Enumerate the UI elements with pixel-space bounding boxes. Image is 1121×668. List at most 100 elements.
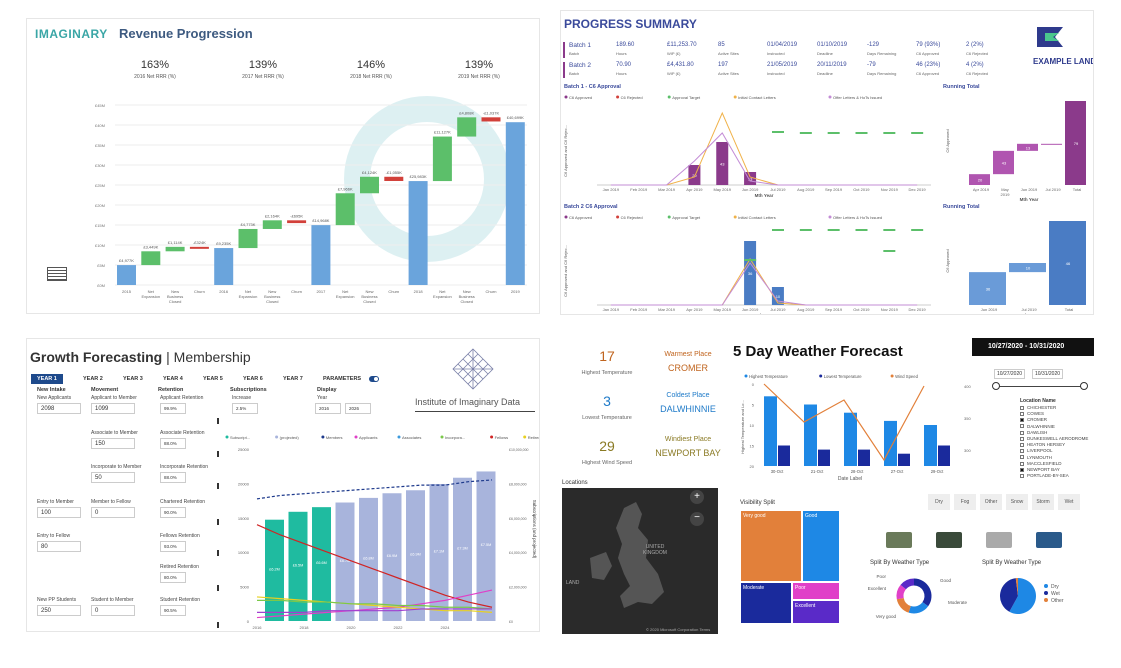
filter-wet[interactable]: Wet — [1058, 494, 1080, 510]
location-item[interactable]: LYNMOUTH — [1020, 455, 1094, 461]
location-checkbox[interactable] — [1020, 461, 1024, 466]
location-item[interactable]: CROMER — [1020, 417, 1094, 423]
legend-label: Initial Contact Letters — [738, 215, 776, 220]
retention-field[interactable]: 88.0% — [160, 472, 186, 483]
assoc-member-field[interactable]: 150 — [91, 438, 135, 449]
filter-dry[interactable]: Dry — [928, 494, 950, 510]
filter-fog[interactable]: Fog — [954, 494, 976, 510]
slider-handle[interactable] — [217, 418, 219, 424]
y-tick-label: £35M — [95, 143, 105, 148]
filter-other[interactable]: Other — [980, 494, 1002, 510]
year-tab-7[interactable]: YEAR 7 — [283, 376, 303, 382]
date-slider-handle-left[interactable] — [992, 382, 1000, 390]
trend-line — [256, 479, 493, 500]
retention-field[interactable]: 80.0% — [160, 572, 186, 583]
app-member-field[interactable]: 1099 — [91, 403, 135, 414]
location-item[interactable]: NEWPORT BAY — [1020, 467, 1094, 473]
date-slider-handle-right[interactable] — [1080, 382, 1088, 390]
wind-line — [763, 383, 925, 462]
member-fellow-field[interactable]: 0 — [91, 507, 135, 518]
bar-value-label: -£324K — [193, 240, 206, 245]
retention-label: Chartered Retention — [160, 499, 206, 505]
table-icon[interactable] — [47, 267, 67, 281]
location-item[interactable]: PORTLADE-BY-SEA — [1020, 473, 1094, 479]
y-tick-label: £25M — [95, 183, 105, 188]
location-checkbox[interactable] — [1020, 455, 1024, 460]
entry-fellow-field[interactable]: 80 — [37, 541, 81, 552]
running-total-bar — [1049, 221, 1086, 305]
location-checkbox[interactable] — [1020, 436, 1024, 441]
location-list: CHICHESTER COWES CROMER DALWHINNIE DAWLISH DU… — [1020, 405, 1094, 479]
retention-field[interactable]: 88.0% — [160, 438, 186, 449]
retention-field[interactable]: 93.0% — [160, 541, 186, 552]
parameters-toggle[interactable] — [369, 376, 379, 382]
filter-snow[interactable]: Snow — [1006, 494, 1028, 510]
retention-field[interactable]: 90.5% — [160, 605, 186, 616]
location-checkbox[interactable] — [1020, 412, 1024, 416]
zoom-out-button[interactable]: − — [690, 512, 704, 526]
kpi-label: 2017 Net RRR (%) — [242, 74, 284, 80]
year-tab-6[interactable]: YEAR 6 — [243, 376, 263, 382]
y-axis-title: C6 Approved and C6 Rejec... — [563, 125, 568, 177]
slider-handle[interactable] — [217, 550, 219, 556]
retention-field[interactable]: 99.9% — [160, 403, 186, 414]
location-item[interactable]: MACCLESFIELD — [1020, 461, 1094, 467]
location-checkbox[interactable] — [1020, 424, 1024, 429]
date-to[interactable]: 10/31/2020 — [1032, 369, 1064, 379]
location-checkbox[interactable] — [1020, 430, 1024, 435]
location-item[interactable]: COWES — [1020, 411, 1094, 417]
batch-instr-label: Instructed — [767, 51, 785, 56]
bar-value-label: £1,114K — [168, 240, 183, 245]
batch-hours-label: Hours — [616, 71, 627, 76]
location-item[interactable]: DAWLISH — [1020, 430, 1094, 436]
year-from-field[interactable]: 2016 — [315, 403, 341, 414]
location-item[interactable]: HEATON HERSEY — [1020, 442, 1094, 448]
retention-field[interactable]: 90.0% — [160, 507, 186, 518]
x-tick-label: 2016 — [253, 625, 263, 630]
y-tick-label: 15 — [750, 444, 755, 449]
legend-marker — [667, 95, 671, 99]
year-tab-5[interactable]: YEAR 5 — [203, 376, 223, 382]
student-member-field[interactable]: 0 — [91, 605, 135, 616]
legend-label: C6 Rejected — [621, 95, 643, 100]
date-from[interactable]: 10/27/2020 — [994, 369, 1026, 379]
location-checkbox[interactable] — [1020, 473, 1024, 478]
bar-value-label: £6.6M — [316, 561, 327, 565]
location-item[interactable]: DUNKESWELL AERODROME — [1020, 436, 1094, 442]
location-checkbox[interactable] — [1020, 405, 1024, 410]
entry-member-field[interactable]: 100 — [37, 507, 81, 518]
year-tab-1[interactable]: YEAR 1 — [31, 374, 63, 384]
year-tab-2[interactable]: YEAR 2 — [83, 376, 103, 382]
running-total-x-label: Jun 2019 — [981, 307, 998, 312]
location-item[interactable]: DALWHINNIE — [1020, 424, 1094, 430]
location-checkbox[interactable] — [1020, 467, 1024, 472]
location-item[interactable]: LIVERPOOL — [1020, 448, 1094, 454]
date-slider[interactable] — [996, 386, 1084, 387]
pie-slice — [1009, 578, 1036, 614]
slider-handle[interactable] — [217, 519, 219, 525]
new-applicants-field[interactable]: 2098 — [37, 403, 81, 414]
slider-handle[interactable] — [217, 483, 219, 489]
field-label: Entry to Member — [37, 499, 74, 505]
increase-field[interactable]: 2.5% — [232, 403, 258, 414]
filter-storm[interactable]: Storm — [1032, 494, 1054, 510]
year-tab-4[interactable]: YEAR 4 — [163, 376, 183, 382]
year-tab-3[interactable]: YEAR 3 — [123, 376, 143, 382]
x-tick-label: 2018 — [300, 625, 310, 630]
location-checkbox[interactable] — [1020, 449, 1024, 454]
year-tab-8[interactable]: PARAMETERS — [323, 376, 362, 382]
zoom-in-button[interactable]: + — [690, 490, 704, 504]
location-checkbox[interactable] — [1020, 442, 1024, 447]
legend-marker — [616, 215, 620, 219]
slider-handle[interactable] — [217, 622, 219, 628]
locations-map[interactable]: UNITED KINGDOM LAND + − © 2020 Microsoft… — [562, 488, 718, 634]
location-item[interactable]: CHICHESTER — [1020, 405, 1094, 411]
highest-temp-bar — [804, 404, 817, 466]
new-pp-field[interactable]: 250 — [37, 605, 81, 616]
slider-handle[interactable] — [217, 585, 219, 591]
location-checkbox[interactable] — [1020, 418, 1024, 423]
field-label: Incorporate to Member — [91, 464, 142, 470]
slider-handle[interactable] — [217, 451, 219, 457]
incorp-member-field[interactable]: 50 — [91, 472, 135, 483]
year-to-field[interactable]: 2026 — [345, 403, 371, 414]
